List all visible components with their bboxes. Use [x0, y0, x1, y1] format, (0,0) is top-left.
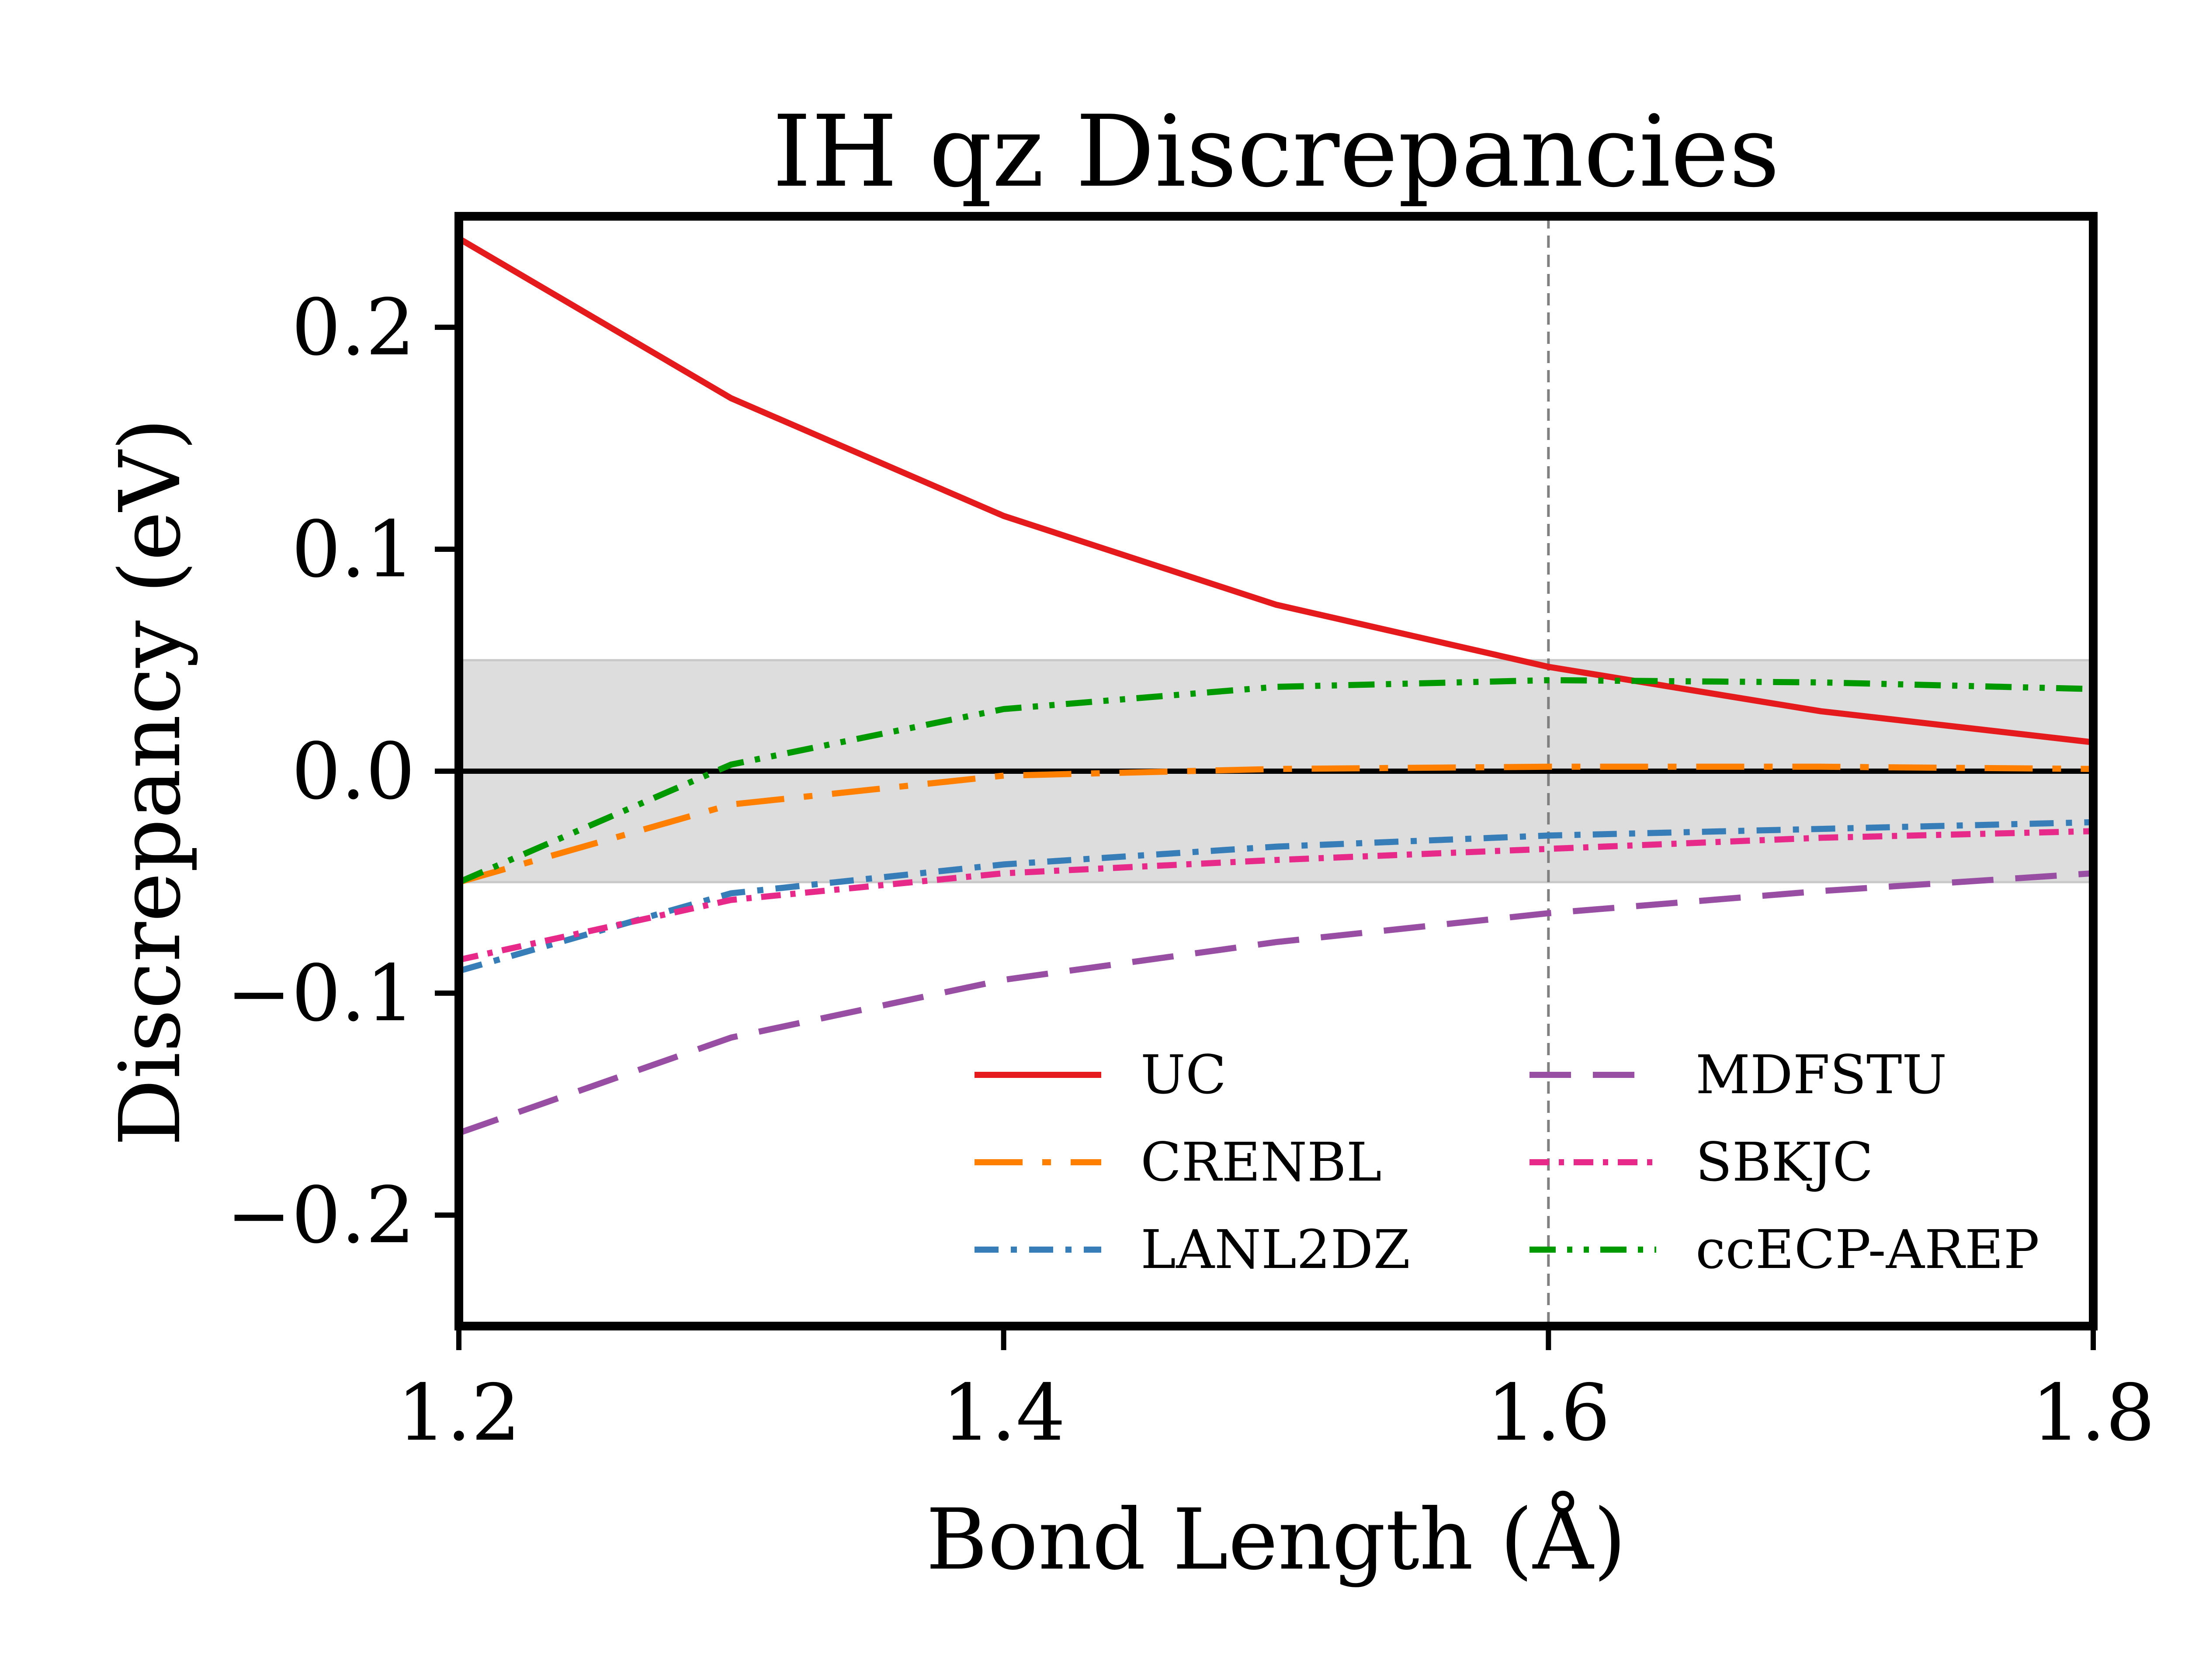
- series-line-ccecp-arep: [458, 677, 2094, 885]
- chart-title: IH qz Discrepancies: [772, 94, 1779, 209]
- legend-label: ccECP-AREP: [1696, 1219, 2039, 1281]
- x-axis-title: Bond Length (Å): [926, 1490, 1626, 1589]
- series-line-mdfstu: [458, 870, 2094, 1136]
- y-tick-label: −0.2: [226, 1170, 415, 1261]
- y-tick-label: −0.1: [226, 948, 415, 1039]
- legend-label: SBKJC: [1696, 1131, 1873, 1193]
- x-tick-label: 1.8: [2031, 1368, 2155, 1458]
- series-line-lanl2dz: [458, 819, 2094, 974]
- legend-label: CRENBL: [1141, 1131, 1382, 1193]
- y-axis-title: Discrepancy (eV): [102, 418, 199, 1147]
- plot-area: 1.2 1.4 1.6 1.8 −0.2 −0.1 0.0 0.1 0.2: [226, 212, 2155, 1458]
- y-tick-label: 0.0: [291, 726, 415, 817]
- series-line-uc: [457, 236, 2094, 745]
- series-line-crenbl: [458, 763, 2094, 885]
- x-tick-label: 1.4: [942, 1368, 1065, 1458]
- x-tick-label: 1.2: [397, 1368, 520, 1458]
- legend-label: MDFSTU: [1696, 1044, 1947, 1106]
- legend-label: LANL2DZ: [1141, 1219, 1410, 1281]
- y-tick-label: 0.1: [291, 504, 415, 595]
- y-tick-label: 0.2: [291, 282, 415, 373]
- legend-label: UC: [1141, 1044, 1226, 1106]
- series-line-sbkjc: [458, 828, 2094, 963]
- x-tick-label: 1.6: [1487, 1368, 1610, 1458]
- legend: UC CRENBL LANL2DZ MDFSTU SBKJC ccECP-AREP: [975, 1044, 2039, 1281]
